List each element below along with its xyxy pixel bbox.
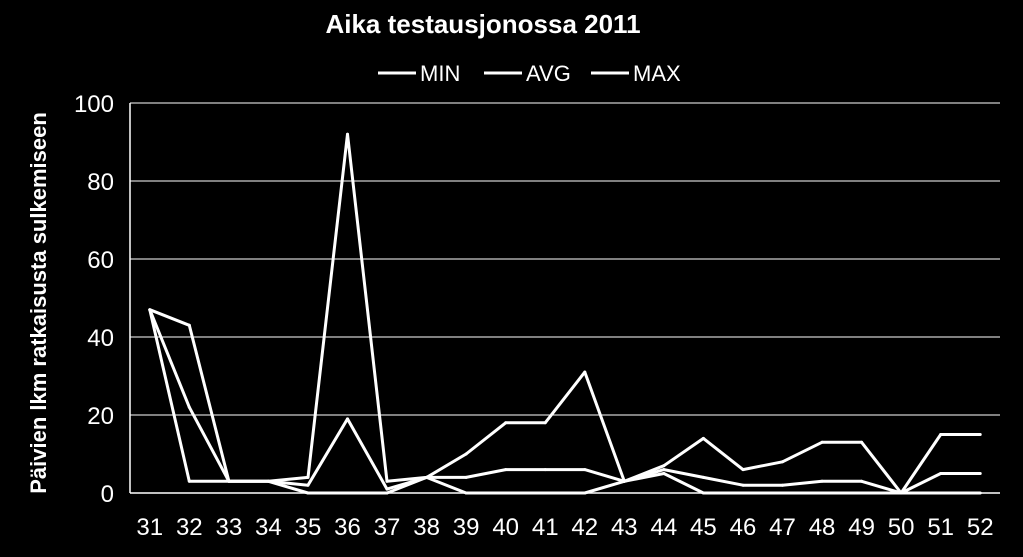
x-tick-label: 47 [769, 514, 796, 541]
data-point [504, 468, 508, 472]
data-point [464, 475, 468, 479]
data-point [701, 491, 705, 495]
data-point [860, 440, 864, 444]
legend: MIN AVG MAX [378, 61, 681, 86]
data-point [978, 472, 982, 475]
data-point [306, 475, 310, 479]
series-line-max [149, 132, 981, 495]
data-point [187, 479, 191, 483]
x-tick-label: 39 [453, 514, 480, 541]
data-point [306, 491, 310, 495]
data-point [820, 491, 824, 495]
y-axis: 0 20 40 60 80 100 [74, 91, 131, 508]
x-tick-label: 38 [413, 514, 440, 541]
series-avg [148, 308, 982, 495]
data-point [701, 475, 705, 479]
y-tick-label: 20 [87, 403, 114, 430]
data-point [741, 468, 745, 472]
x-tick-label: 48 [809, 514, 836, 541]
series-line-avg [148, 309, 981, 495]
x-axis: 31 32 33 34 35 36 37 38 39 40 41 42 43 44 45 46 47 48 49 50… [136, 514, 993, 541]
data-point [939, 472, 943, 475]
x-tick-label: 51 [927, 514, 954, 541]
data-point [543, 468, 547, 472]
data-point [346, 132, 349, 136]
data-point [148, 308, 152, 312]
legend-label: AVG [526, 61, 571, 86]
gridlines [130, 102, 1000, 494]
data-point [701, 436, 705, 440]
data-point [781, 483, 784, 487]
x-tick-label: 45 [690, 514, 717, 541]
data-point [187, 405, 191, 409]
y-tick-label: 0 [101, 481, 114, 508]
data-point [662, 468, 666, 472]
x-tick-label: 41 [532, 514, 559, 541]
data-point [464, 491, 468, 495]
chart-title: Aika testausjonossa 2011 [325, 9, 640, 39]
data-point [583, 370, 587, 374]
series-max [148, 132, 982, 495]
data-point [583, 491, 587, 495]
x-tick-label: 36 [334, 514, 361, 541]
data-point [346, 417, 349, 421]
x-tick-label: 43 [611, 514, 638, 541]
y-axis-label: Päivien lkm ratkaisusta sulkemiseen [26, 112, 51, 494]
data-point [741, 483, 745, 487]
data-point [306, 483, 310, 487]
x-tick-label: 44 [651, 514, 678, 541]
data-point [781, 491, 784, 495]
x-tick-label: 46 [730, 514, 757, 541]
x-tick-label: 37 [374, 514, 401, 541]
data-point [346, 491, 349, 495]
data-point [464, 452, 468, 456]
data-point [385, 487, 389, 491]
data-point [583, 468, 587, 472]
x-tick-label: 32 [176, 514, 203, 541]
data-point [662, 464, 666, 468]
series-line-min [148, 309, 981, 495]
data-point [662, 472, 666, 475]
data-point [622, 479, 626, 483]
data-point [385, 491, 389, 495]
y-tick-label: 40 [87, 325, 114, 352]
y-tick-label: 100 [74, 91, 114, 118]
x-tick-label: 50 [888, 514, 915, 541]
data-point [227, 479, 231, 483]
legend-label: MAX [633, 61, 681, 86]
data-point [820, 440, 824, 444]
x-tick-label: 40 [492, 514, 519, 541]
x-tick-label: 52 [967, 514, 994, 541]
data-point [899, 491, 903, 495]
x-tick-label: 35 [295, 514, 322, 541]
x-tick-label: 49 [848, 514, 875, 541]
data-point [978, 491, 982, 495]
data-point [187, 323, 191, 327]
data-point [385, 479, 389, 483]
data-point [543, 491, 547, 495]
data-point [939, 433, 943, 436]
data-point [425, 475, 429, 479]
series-min [148, 308, 982, 495]
data-point [860, 491, 864, 495]
y-tick-label: 80 [87, 169, 114, 196]
x-tick-label: 42 [571, 514, 598, 541]
y-tick-label: 60 [87, 247, 114, 274]
data-point [939, 491, 943, 495]
data-point [543, 421, 547, 425]
data-point [504, 491, 508, 495]
data-point [266, 479, 270, 483]
series-lines [148, 132, 982, 495]
legend-label: MIN [420, 61, 460, 86]
x-tick-label: 31 [136, 514, 163, 541]
data-point [504, 421, 508, 425]
x-tick-label: 33 [216, 514, 243, 541]
data-point [741, 491, 745, 495]
x-tick-label: 34 [255, 514, 282, 541]
data-point [978, 433, 982, 436]
data-point [860, 479, 864, 483]
data-point [781, 460, 784, 464]
data-point [820, 479, 824, 483]
